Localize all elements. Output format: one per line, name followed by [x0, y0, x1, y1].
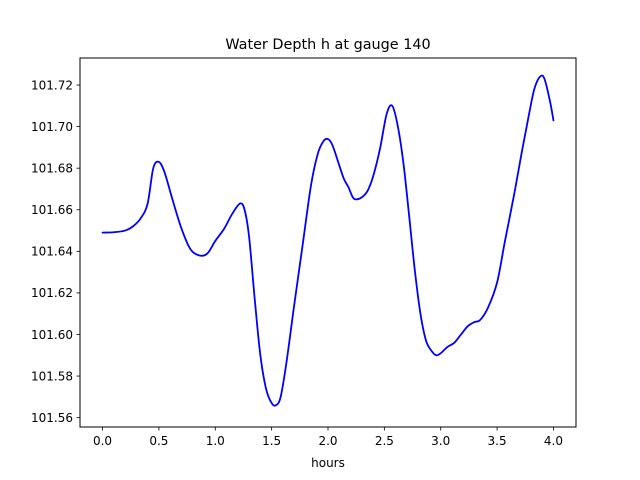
- x-tick-label: 0.0: [93, 434, 112, 448]
- plot-area: [101, 74, 555, 407]
- chart-title: Water Depth h at gauge 140: [225, 37, 430, 53]
- x-tick-label: 2.5: [375, 434, 394, 448]
- y-tick-label: 101.60: [31, 328, 73, 342]
- x-tick-label: 1.0: [206, 434, 225, 448]
- x-axis-label: hours: [311, 456, 345, 470]
- y-tick-label: 101.68: [31, 161, 73, 175]
- y-tick-label: 101.56: [31, 411, 73, 425]
- x-tick-label: 3.5: [488, 434, 507, 448]
- x-tick-label: 4.0: [544, 434, 563, 448]
- x-tick-label: 1.5: [262, 434, 281, 448]
- y-axis: 101.56 101.58 101.60 101.62 101.64 101.66 101.…: [31, 78, 80, 425]
- axes-frame: [79, 57, 577, 428]
- y-tick-label: 101.64: [31, 245, 73, 259]
- y-tick-label: 101.58: [31, 369, 73, 383]
- series-line: [101, 74, 555, 407]
- x-axis: 0.0 0.5 1.0 1.5 2.0 2.5 3.0 3.5 4.0: [93, 427, 563, 448]
- x-tick-label: 0.5: [149, 434, 168, 448]
- y-tick-label: 101.72: [31, 78, 73, 92]
- y-tick-label: 101.70: [31, 120, 73, 134]
- y-tick-label: 101.62: [31, 286, 73, 300]
- x-tick-label: 3.0: [431, 434, 450, 448]
- x-tick-label: 2.0: [318, 434, 337, 448]
- y-tick-label: 101.66: [31, 203, 73, 217]
